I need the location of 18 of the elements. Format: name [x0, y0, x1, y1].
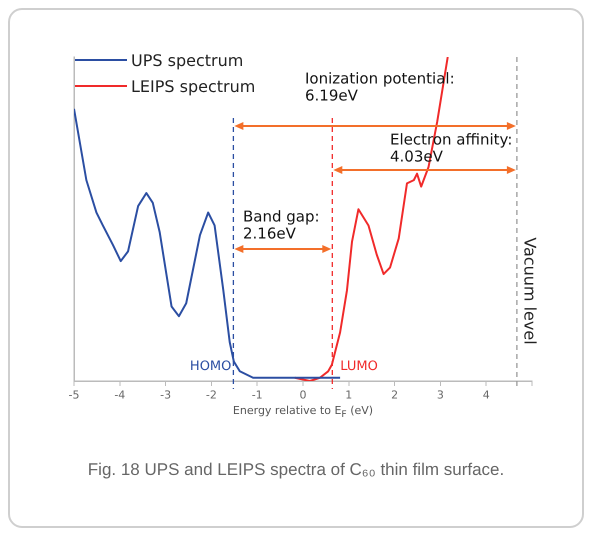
ref-line-label: HOMO	[190, 358, 232, 374]
x-tick-label: 3	[436, 388, 444, 402]
caption: Fig. 18 UPS and LEIPS spectra of C₆₀ thin film surface.	[86, 460, 506, 480]
x-tick-label: -4	[114, 388, 126, 402]
ref-line-label: LUMO	[340, 358, 378, 374]
x-tick-label: -2	[206, 388, 217, 402]
legend-label: UPS spectrum	[131, 50, 244, 70]
x-tick-label: -3	[160, 388, 172, 402]
x-tick-label: 1	[345, 388, 352, 402]
x-axis-title: Energy relative to E$_{F}$ (eV)	[232, 404, 374, 420]
ref-line-label: Vacuum level	[520, 237, 540, 345]
x-tick-label: -1	[252, 388, 263, 402]
x-tick-label: -5	[68, 388, 80, 402]
x-tick-label: 4	[482, 388, 490, 402]
annotation: Band gap: 2.16eV	[243, 207, 320, 242]
legend-label: LEIPS spectrum	[131, 76, 256, 96]
x-tick-label: 0	[300, 388, 306, 402]
x-tick-label: 2	[391, 388, 398, 402]
